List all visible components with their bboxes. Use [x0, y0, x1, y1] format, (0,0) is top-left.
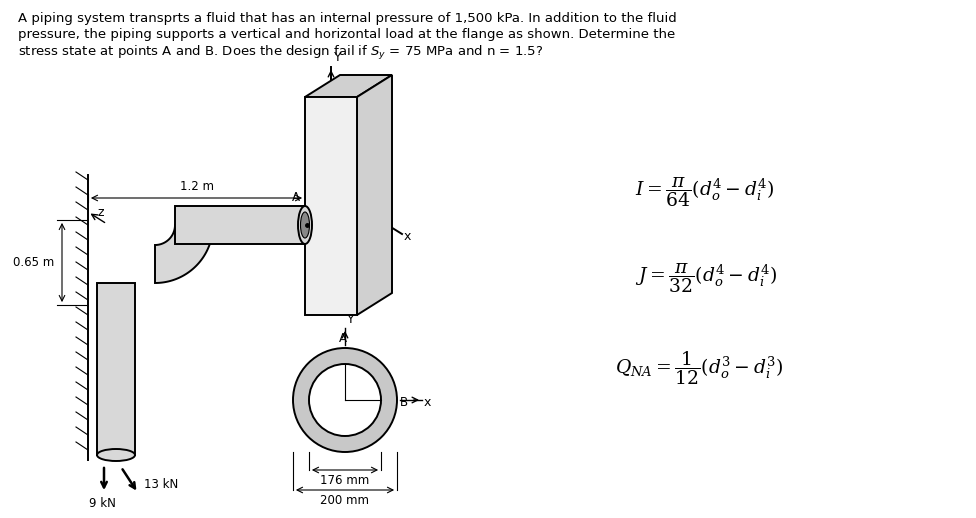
Polygon shape — [357, 75, 392, 315]
Text: Y: Y — [334, 51, 342, 64]
Text: Y: Y — [347, 313, 354, 326]
Text: 176 mm: 176 mm — [320, 474, 370, 487]
Text: z: z — [98, 206, 104, 219]
Text: pressure, the piping supports a vertical and horizontal load at the flange as sh: pressure, the piping supports a vertical… — [18, 28, 675, 41]
Text: 1.2 m: 1.2 m — [180, 180, 214, 193]
Text: 13 kN: 13 kN — [144, 479, 179, 492]
Text: A piping system transprts a fluid that has an internal pressure of 1,500 kPa. In: A piping system transprts a fluid that h… — [18, 12, 676, 25]
Text: $Q_{NA} = \dfrac{1}{12}(d_o^3 - d_i^3)$: $Q_{NA} = \dfrac{1}{12}(d_o^3 - d_i^3)$ — [615, 349, 784, 387]
Text: A: A — [339, 332, 347, 345]
Ellipse shape — [298, 206, 312, 244]
Text: x: x — [404, 229, 411, 242]
Ellipse shape — [301, 212, 309, 238]
Polygon shape — [305, 75, 392, 97]
Polygon shape — [97, 283, 135, 455]
Text: $J = \dfrac{\pi}{32}(d_o^4 - d_i^4)$: $J = \dfrac{\pi}{32}(d_o^4 - d_i^4)$ — [635, 261, 777, 295]
Polygon shape — [155, 225, 213, 283]
Circle shape — [309, 364, 381, 436]
Text: 0.65 m: 0.65 m — [13, 256, 54, 269]
Text: $I = \dfrac{\pi}{64}(d_o^4 - d_i^4)$: $I = \dfrac{\pi}{64}(d_o^4 - d_i^4)$ — [635, 175, 774, 209]
Text: 200 mm: 200 mm — [320, 494, 370, 507]
Ellipse shape — [97, 449, 135, 461]
Circle shape — [293, 348, 397, 452]
Text: A: A — [292, 191, 300, 204]
Polygon shape — [175, 206, 305, 244]
Text: x: x — [424, 396, 431, 409]
Text: stress state at points A and B. Does the design fail if $S_y$ = 75 MPa and n = 1: stress state at points A and B. Does the… — [18, 44, 544, 62]
Polygon shape — [305, 97, 357, 315]
Text: B: B — [400, 396, 408, 409]
Text: 9 kN: 9 kN — [89, 497, 115, 510]
Text: B: B — [292, 228, 300, 241]
